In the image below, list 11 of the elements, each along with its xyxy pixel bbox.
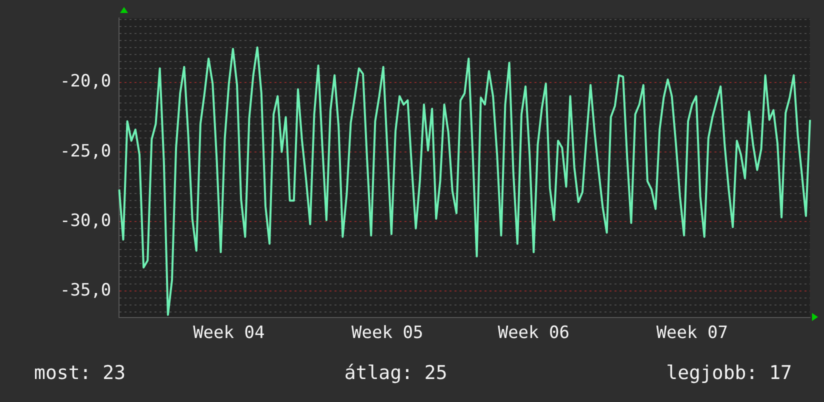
- text: most: 23: [34, 362, 126, 384]
- x-tick-label: Week 06: [498, 323, 570, 344]
- y-tick-label: -25,0: [60, 141, 112, 162]
- text: átlag: 25: [344, 362, 448, 384]
- y-tick-label: -35,0: [60, 280, 112, 301]
- x-tick-label: Week 04: [193, 323, 265, 344]
- text: legjobb: 17: [666, 362, 792, 384]
- x-tick-label: Week 05: [352, 323, 424, 344]
- x-tick-label: Week 07: [656, 323, 728, 344]
- y-tick-label: -30,0: [60, 210, 112, 231]
- y-tick-label: -20,0: [60, 72, 112, 92]
